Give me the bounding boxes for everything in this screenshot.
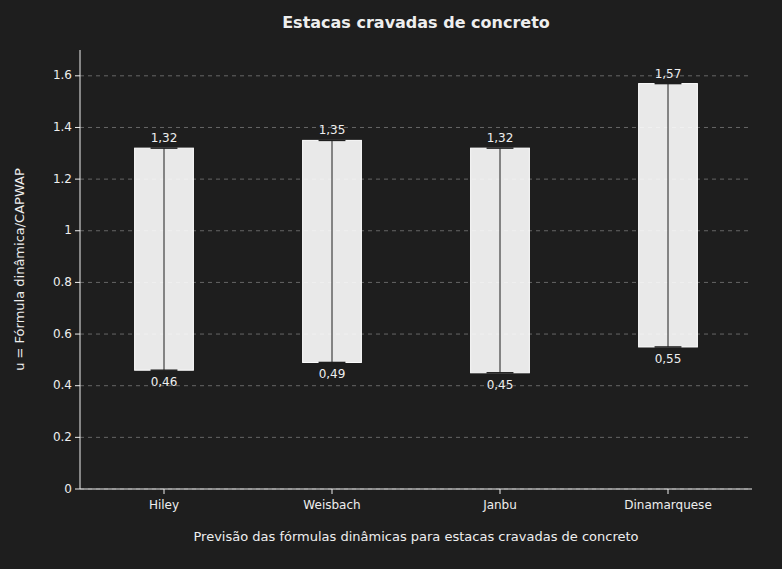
y-tick-label: 1.2 <box>53 172 72 186</box>
y-tick-label: 1 <box>64 223 72 237</box>
bottom-label: 0,55 <box>655 352 682 366</box>
range-bar <box>135 148 194 370</box>
y-tick <box>75 230 80 231</box>
y-tick-label: 0.6 <box>53 327 72 341</box>
marks <box>135 84 698 373</box>
y-tick <box>75 282 80 283</box>
bottom-cap <box>151 369 178 371</box>
x-tick <box>164 489 165 494</box>
top-label: 1,32 <box>151 131 178 145</box>
bottom-label: 0,49 <box>319 367 346 381</box>
y-axis-label: u = Fórmula dinâmica/CAPWAP <box>12 168 27 371</box>
y-tick-label: 1.6 <box>53 68 72 82</box>
top-label: 1,57 <box>655 67 682 81</box>
y-tick <box>75 179 80 180</box>
x-tick-label: Weisbach <box>303 498 360 512</box>
top-cap <box>487 147 514 149</box>
range-bar <box>471 148 530 373</box>
top-cap <box>655 83 682 85</box>
range-bar <box>303 140 362 362</box>
x-axis-label: Previsão das fórmulas dinâmicas para est… <box>193 529 638 544</box>
x-tick-label: Janbu <box>482 498 517 512</box>
x-tick <box>500 489 501 494</box>
x-tick <box>332 489 333 494</box>
y-tick-label: 0 <box>64 482 72 496</box>
x-tick <box>668 489 669 494</box>
top-label: 1,32 <box>487 131 514 145</box>
y-tick <box>75 75 80 76</box>
range-line <box>668 84 669 347</box>
grid-line <box>80 489 752 490</box>
bottom-cap <box>487 372 514 374</box>
grid-line <box>80 385 752 386</box>
range-line <box>164 148 165 370</box>
title: Estacas cravadas de concreto <box>282 13 550 32</box>
bottom-cap <box>319 362 346 364</box>
bottom-label: 0,45 <box>487 378 514 392</box>
grid-line <box>80 75 752 76</box>
top-cap <box>151 147 178 149</box>
bottom-label: 0,46 <box>151 375 178 389</box>
y-axis-line <box>80 50 81 489</box>
y-tick <box>75 334 80 335</box>
y-tick <box>75 437 80 438</box>
y-tick-label: 0.2 <box>53 430 72 444</box>
range-line <box>332 140 333 362</box>
y-tick-label: 0.8 <box>53 275 72 289</box>
x-axis-line <box>80 489 752 490</box>
grid <box>80 76 752 489</box>
y-tick <box>75 385 80 386</box>
x-tick-label: Dinamarquese <box>624 498 712 512</box>
y-tick <box>75 127 80 128</box>
background <box>0 0 782 569</box>
top-label: 1,35 <box>319 123 346 137</box>
top-cap <box>319 140 346 142</box>
y-tick-label: 1.4 <box>53 120 72 134</box>
bottom-cap <box>655 346 682 348</box>
range-bar <box>639 84 698 347</box>
range-line <box>500 148 501 373</box>
x-tick-label: Hiley <box>149 498 179 512</box>
chart: 0 0.2 0.4 0.6 0.8 1 1.2 1.4 1.6 1,32 0,46 Hiley 1,35… <box>0 0 782 569</box>
grid-line <box>80 437 752 438</box>
y-tick <box>75 489 80 490</box>
y-tick-label: 0.4 <box>53 378 72 392</box>
